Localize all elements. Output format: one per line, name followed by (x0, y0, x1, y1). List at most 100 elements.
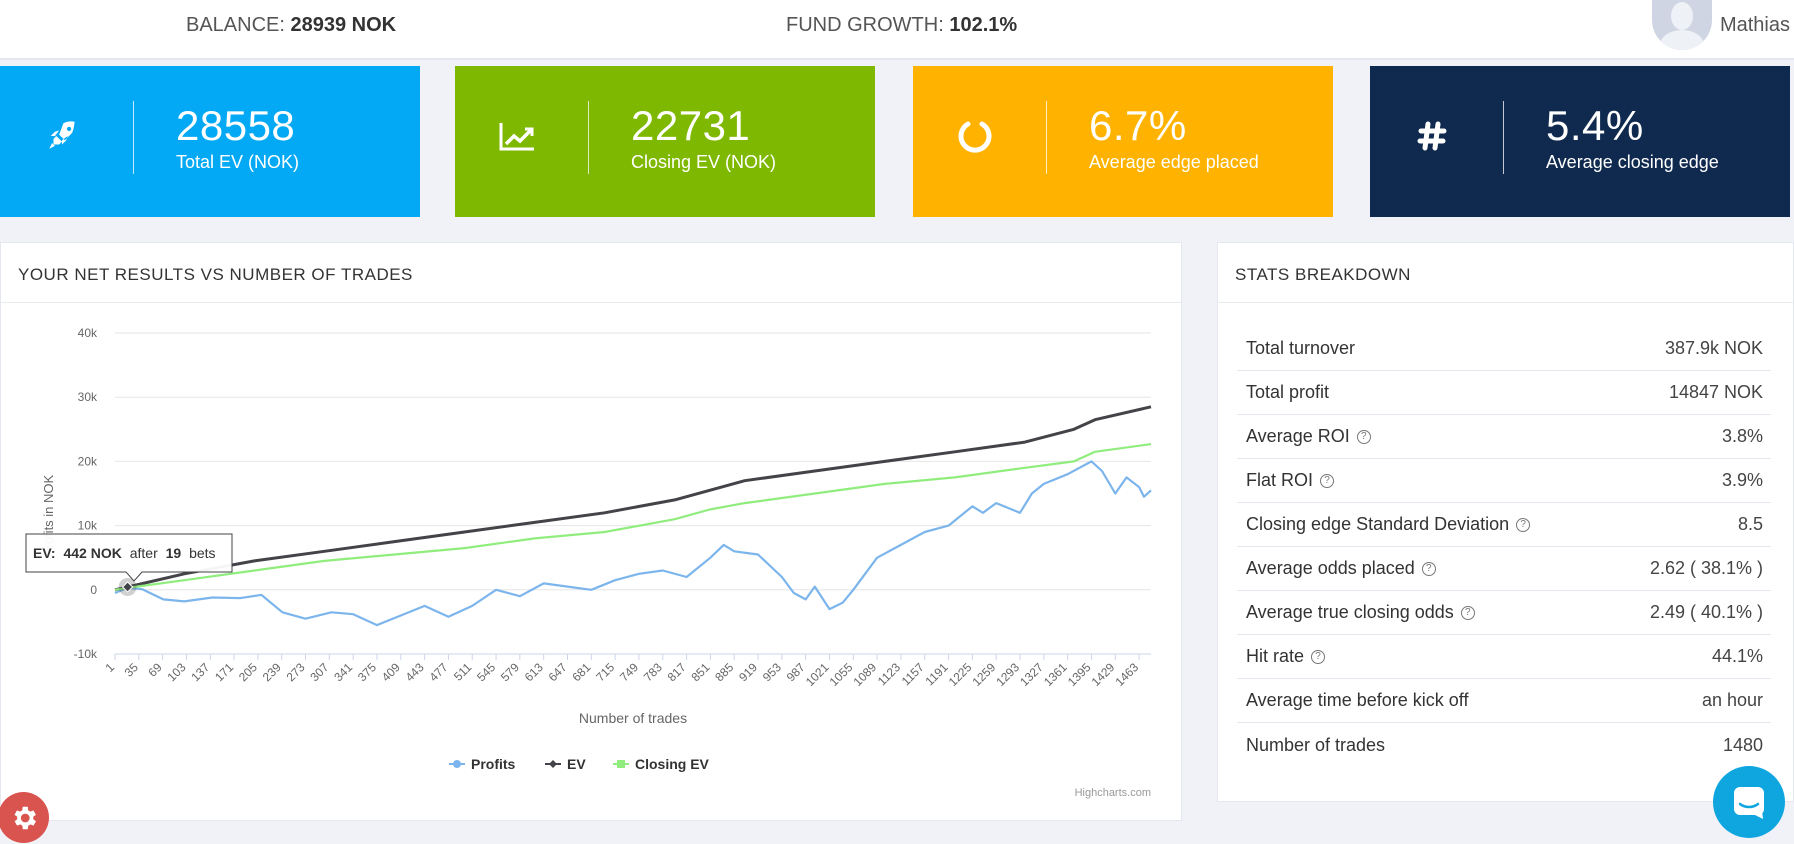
y-tick-label: -10k (74, 647, 98, 661)
x-tick-label: 375 (355, 660, 379, 684)
help-icon[interactable]: ? (1516, 517, 1531, 532)
x-tick-label: 851 (688, 660, 712, 684)
x-tick-label: 681 (569, 660, 593, 684)
x-tick-label: 1429 (1089, 660, 1118, 689)
stats-value: 387.9k NOK (1664, 338, 1763, 358)
average-closing-edge-label: Average closing edge (1546, 152, 1719, 172)
x-tick-label: 1055 (827, 660, 856, 689)
settings-gear-button[interactable] (0, 792, 49, 843)
x-tick-label: 409 (379, 660, 403, 684)
stats-value: 3.9% (1721, 470, 1763, 490)
x-axis-title: Number of trades (579, 710, 687, 726)
x-tick-label: 171 (212, 660, 236, 684)
x-tick-label: 579 (498, 660, 522, 684)
x-tick-label: 783 (641, 660, 665, 684)
username[interactable]: Mathias (1719, 13, 1790, 36)
stats-breakdown-panel: STATS BREAKDOWN Total turnover 387.9k NO… (1217, 242, 1794, 802)
x-tick-label: 273 (284, 660, 308, 684)
x-tick-label: 1395 (1065, 660, 1094, 689)
hashtag-icon (1410, 114, 1454, 158)
line-chart-icon (495, 114, 539, 158)
x-tick-label: 103 (165, 660, 189, 684)
series-line-profits (114, 460, 1152, 627)
tooltip-series: EV: (33, 545, 56, 561)
stats-row-closing-edge-std: Closing edge Standard Deviation? 8.5 (1237, 503, 1771, 547)
tooltip-frame: EV: 442 NOK after 19 bets (25, 533, 233, 582)
stats-key: Hit rate (1246, 646, 1305, 666)
chat-button[interactable] (1713, 766, 1785, 838)
stats-key: Total turnover (1246, 338, 1356, 358)
stats-row-number-of-trades: Number of trades 1480 (1237, 723, 1771, 767)
x-tick-label: 69 (145, 660, 165, 680)
x-tick-label: 647 (546, 660, 570, 684)
help-icon[interactable]: ? (1421, 561, 1436, 576)
legend-symbol (549, 760, 557, 768)
y-tick-label: 30k (78, 390, 98, 404)
y-tick-label: 20k (78, 454, 98, 468)
x-tick-label: 205 (236, 660, 260, 684)
x-tick-label: 307 (307, 660, 331, 684)
help-icon[interactable]: ? (1356, 429, 1371, 444)
tooltip-value: 442 NOK (63, 545, 121, 561)
stats-value: 1480 (1722, 734, 1763, 755)
stats-row-average-odds-placed: Average odds placed? 2.62 ( 38.1% ) (1237, 547, 1771, 591)
series-line-ev (114, 405, 1152, 592)
average-edge-placed-label: Average edge placed (1089, 152, 1259, 172)
stats-row-hit-rate: Hit rate? 44.1% (1237, 635, 1771, 679)
stats-row-time-before-kickoff: Average time before kick off an hour (1237, 679, 1771, 723)
series-line-closing-ev (114, 443, 1152, 591)
stats-row-total-profit: Total profit 14847 NOK (1237, 371, 1771, 415)
highcharts-credit: Highcharts.com (1075, 787, 1151, 799)
legend-label: EV (567, 756, 586, 772)
stats-value: 14847 NOK (1668, 382, 1763, 402)
x-tick-label: 1327 (1017, 660, 1046, 689)
closing-ev-value: 22731 (631, 102, 751, 149)
legend-item-profits[interactable]: Profits (449, 756, 516, 772)
x-tick-label: 443 (403, 660, 427, 684)
user-menu[interactable]: Mathias (1651, 0, 1794, 50)
help-icon[interactable]: ? (1320, 473, 1335, 488)
legend-item-closing-ev[interactable]: Closing EV (613, 756, 710, 772)
x-tick-label: 1123 (875, 660, 903, 688)
net-results-chart[interactable]: -10k 0 10k 20k 30k 40k 1 35 69 103 137 171 205 239 273… (1, 243, 1183, 822)
avatar[interactable] (1651, 0, 1712, 50)
top-bar: BALANCE: 28939 NOK FUND GROWTH: 102.1% M… (0, 0, 1794, 60)
x-tick-label: 239 (260, 660, 284, 684)
stats-key: Average time before kick off (1246, 690, 1469, 710)
average-edge-placed-value: 6.7% (1089, 102, 1187, 149)
help-icon[interactable]: ? (1460, 605, 1475, 620)
tooltip-bets: bets (189, 545, 215, 561)
fund-growth-value: 102.1% (949, 14, 1018, 36)
average-edge-placed-card: 6.7% Average edge placed (913, 66, 1333, 217)
stats-value: 8.5 (1737, 514, 1763, 534)
stats-value: an hour (1701, 690, 1763, 710)
x-tick-label: 613 (522, 660, 546, 684)
fund-growth-stat: FUND GROWTH: 102.1% (786, 14, 1017, 37)
hover-marker (121, 581, 134, 593)
x-tick-label: 1463 (1112, 660, 1141, 689)
legend-symbol (453, 760, 461, 768)
x-tick-label: 919 (736, 660, 760, 684)
tooltip-count: 19 (166, 545, 182, 561)
x-tick-label: 1225 (946, 660, 975, 689)
y-tick-label: 0 (90, 583, 97, 597)
gear-icon (14, 806, 36, 829)
y-tick-label: 10k (78, 519, 98, 533)
legend-item-ev[interactable]: EV (545, 756, 586, 772)
svg-text:EV: 442 NOK af: EV: 442 NOK after 19 bets (33, 545, 216, 561)
total-ev-value: 28558 (176, 102, 296, 149)
stats-value: 2.49 ( 40.1% ) (1649, 602, 1763, 622)
stats-value: 2.62 ( 38.1% ) (1649, 558, 1763, 578)
stats-key: Closing edge Standard Deviation (1246, 514, 1510, 534)
total-ev-card: 28558 Total EV (NOK) (0, 66, 420, 217)
x-tick-label: 817 (665, 660, 689, 684)
closing-ev-card: 22731 Closing EV (NOK) (455, 66, 875, 217)
stats-key: Average odds placed (1246, 558, 1415, 578)
x-tick-label: 1259 (970, 660, 999, 689)
x-tick-label: 749 (617, 660, 641, 684)
stats-row-average-roi: Average ROI? 3.8% (1237, 415, 1771, 459)
stats-key: Total profit (1246, 382, 1330, 402)
help-icon[interactable]: ? (1311, 649, 1326, 664)
legend-label: Profits (471, 756, 516, 772)
chart-tooltip: EV: 442 NOK after 19 bets (25, 533, 235, 600)
